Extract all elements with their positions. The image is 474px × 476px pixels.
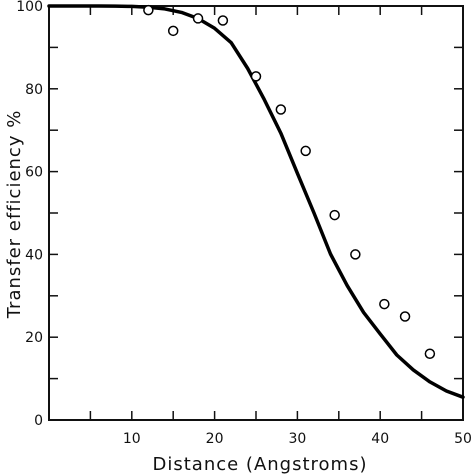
y-tick-label: 100 [16, 0, 43, 15]
x-axis-label: Distance (Angstroms) [153, 454, 368, 475]
x-tick-label: 10 [123, 431, 141, 447]
y-axis-label: Transfer efficiency % [4, 110, 25, 320]
data-point [275, 104, 287, 115]
y-tick-label: 40 [25, 247, 43, 263]
fit-curve [47, 4, 465, 399]
data-point [399, 311, 411, 322]
data-point [300, 145, 311, 157]
data-point [329, 209, 340, 221]
axis-ticks [49, 6, 463, 420]
x-tick-label: 40 [371, 431, 389, 447]
data-point [379, 298, 390, 310]
data-point [192, 13, 204, 24]
data-point [424, 348, 436, 360]
x-tick-label: 50 [454, 431, 472, 447]
y-tick-label: 80 [25, 82, 43, 98]
data-point [167, 25, 179, 37]
data-point [250, 71, 262, 82]
data-points [143, 4, 436, 360]
y-tick-label: 20 [25, 330, 43, 346]
y-tick-label: 0 [34, 413, 43, 429]
x-tick-label: 30 [288, 431, 306, 447]
y-tick-label: 60 [25, 165, 43, 181]
data-point [143, 4, 154, 16]
x-tick-label: 20 [206, 431, 224, 447]
data-point [217, 15, 229, 26]
axis-tick-labels: 10 20 30 40 50 0 20 40 60 80 100 [16, 0, 472, 447]
data-point [350, 249, 361, 260]
